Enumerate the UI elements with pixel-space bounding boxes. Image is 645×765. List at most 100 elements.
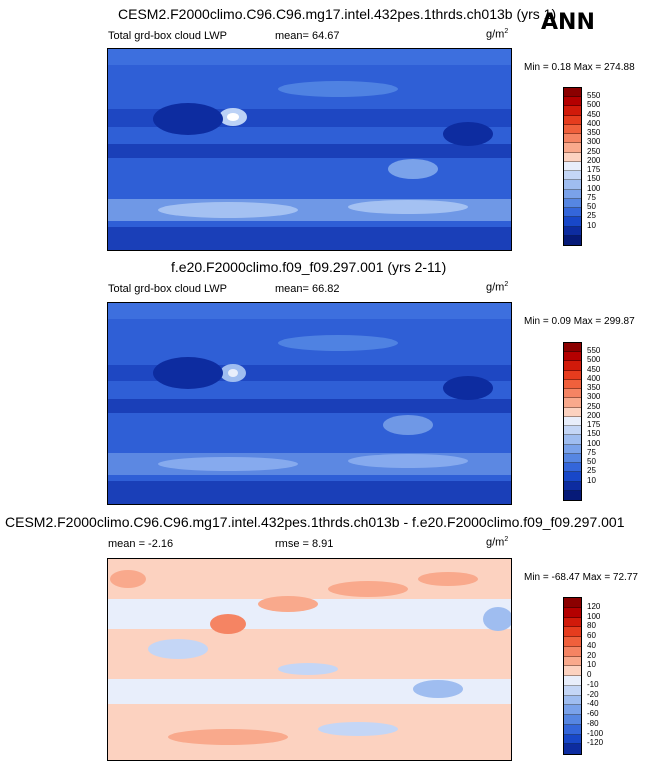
colorbar-tick-label: 450 bbox=[587, 109, 601, 119]
colorbar-segment bbox=[564, 481, 581, 491]
colorbar-tick-label: 50 bbox=[587, 457, 596, 467]
colorbar-tick-label: 150 bbox=[587, 429, 601, 439]
colorbar-segment bbox=[564, 226, 581, 236]
colorbar-segment bbox=[564, 161, 581, 172]
panel-2-title: f.e20.F2000climo.f09_f09.297.001 (yrs 2-… bbox=[171, 259, 447, 275]
panel-2-colorbar-labels: 550 500 450 400 350 300 250 200 175 150 100 75 50 25 1… bbox=[587, 342, 627, 499]
panel-2-map-field bbox=[108, 303, 511, 504]
colorbar-tick-label: 50 bbox=[587, 202, 596, 212]
colorbar-segment bbox=[564, 389, 581, 399]
colorbar-segment bbox=[564, 208, 581, 218]
colorbar-segment bbox=[564, 444, 581, 454]
panel-2-minmax: Min = 0.09 Max = 299.87 bbox=[524, 316, 635, 327]
colorbar-segment bbox=[564, 88, 581, 98]
colorbar-segment bbox=[564, 734, 581, 745]
colorbar-segment bbox=[564, 124, 581, 135]
colorbar-segment bbox=[564, 115, 581, 125]
colorbar-tick-label: -60 bbox=[587, 709, 599, 718]
colorbar-tick-label: 550 bbox=[587, 346, 601, 356]
colorbar-tick-label: 200 bbox=[587, 155, 601, 165]
colorbar-tick-label: 500 bbox=[587, 100, 601, 110]
colorbar-segment bbox=[564, 715, 581, 725]
colorbar-segment bbox=[564, 407, 581, 417]
colorbar-segment bbox=[564, 646, 581, 657]
colorbar-tick-label: -40 bbox=[587, 699, 599, 709]
colorbar-tick-label: 80 bbox=[587, 621, 596, 631]
colorbar-tick-label: 400 bbox=[587, 373, 601, 383]
colorbar-segment bbox=[564, 490, 581, 500]
colorbar-segment bbox=[564, 617, 581, 628]
panel-2-colorbar bbox=[563, 342, 582, 501]
colorbar-tick-label: 450 bbox=[587, 364, 601, 374]
colorbar-tick-label: 20 bbox=[587, 650, 596, 660]
panel-2-units: g/m2 bbox=[486, 281, 509, 294]
colorbar-segment bbox=[564, 361, 581, 371]
colorbar-segment bbox=[564, 343, 581, 353]
colorbar-segment bbox=[564, 676, 581, 686]
colorbar-segment bbox=[564, 379, 581, 390]
panel-1-colorbar bbox=[563, 87, 582, 246]
panel-3-map bbox=[107, 558, 512, 761]
colorbar-tick-label: 60 bbox=[587, 631, 596, 640]
colorbar-segment bbox=[564, 637, 581, 647]
colorbar-tick-label: 175 bbox=[587, 165, 601, 175]
colorbar-segment bbox=[564, 398, 581, 408]
colorbar-tick-label: 10 bbox=[587, 660, 596, 670]
colorbar-segment bbox=[564, 666, 581, 676]
colorbar-segment bbox=[564, 463, 581, 473]
colorbar-tick-label: -120 bbox=[587, 738, 604, 748]
colorbar-segment bbox=[564, 180, 581, 190]
colorbar-segment bbox=[564, 695, 581, 706]
colorbar-tick-label: 150 bbox=[587, 174, 601, 184]
panel-3-minmax: Min = -68.47 Max = 72.77 bbox=[524, 572, 638, 583]
colorbar-tick-label: 100 bbox=[587, 611, 601, 621]
colorbar-segment bbox=[564, 598, 581, 608]
colorbar-tick-label: 10 bbox=[587, 475, 596, 485]
colorbar-segment bbox=[564, 724, 581, 735]
colorbar-segment bbox=[564, 134, 581, 144]
panel-3-map-field bbox=[108, 559, 511, 760]
season-label: ANN bbox=[541, 10, 595, 35]
panel-1-title: CESM2.F2000climo.C96.C96.mg17.intel.432p… bbox=[118, 6, 557, 22]
colorbar-tick-label: 300 bbox=[587, 392, 601, 402]
panel-1-minmax: Min = 0.18 Max = 274.88 bbox=[524, 62, 635, 73]
colorbar-tick-label: -10 bbox=[587, 679, 599, 689]
colorbar-segment bbox=[564, 627, 581, 637]
colorbar-segment bbox=[564, 235, 581, 245]
colorbar-tick-label: 175 bbox=[587, 420, 601, 430]
colorbar-tick-label: 200 bbox=[587, 410, 601, 420]
panel-3-colorbar bbox=[563, 597, 582, 755]
colorbar-segment bbox=[564, 435, 581, 445]
colorbar-tick-label: 10 bbox=[587, 220, 596, 230]
colorbar-segment bbox=[564, 426, 581, 436]
colorbar-segment bbox=[564, 352, 581, 362]
colorbar-tick-label: 75 bbox=[587, 447, 596, 457]
colorbar-segment bbox=[564, 152, 581, 162]
colorbar-segment bbox=[564, 656, 581, 667]
colorbar-tick-label: 550 bbox=[587, 91, 601, 101]
colorbar-segment bbox=[564, 106, 581, 116]
colorbar-tick-label: 25 bbox=[587, 211, 596, 221]
panel-1-variable: Total grd-box cloud LWP bbox=[108, 30, 228, 42]
colorbar-tick-label: 350 bbox=[587, 383, 601, 393]
panel-2-map bbox=[107, 302, 512, 505]
colorbar-tick-label: 120 bbox=[587, 601, 601, 611]
colorbar-segment bbox=[564, 171, 581, 181]
colorbar-tick-label: 40 bbox=[587, 640, 596, 650]
colorbar-segment bbox=[564, 453, 581, 464]
colorbar-tick-label: 25 bbox=[587, 466, 596, 476]
panel-3-rmse: rmse = 8.91 bbox=[275, 538, 334, 550]
colorbar-tick-label: 250 bbox=[587, 146, 601, 156]
panel-3-mean: mean = -2.16 bbox=[108, 538, 174, 550]
colorbar-segment bbox=[564, 143, 581, 153]
colorbar-tick-label: 300 bbox=[587, 137, 601, 147]
colorbar-tick-label: 400 bbox=[587, 118, 601, 128]
colorbar-segment bbox=[564, 217, 581, 227]
colorbar-segment bbox=[564, 685, 581, 696]
colorbar-tick-label: 500 bbox=[587, 355, 601, 365]
colorbar-tick-label: -80 bbox=[587, 718, 599, 728]
colorbar-tick-label: -20 bbox=[587, 689, 599, 699]
colorbar-tick-label: 0 bbox=[587, 670, 592, 679]
colorbar-segment bbox=[564, 607, 581, 618]
panel-2-variable: Total grd-box cloud LWP bbox=[108, 283, 228, 295]
